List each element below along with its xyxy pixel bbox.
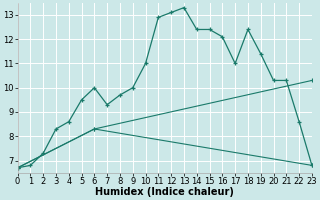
X-axis label: Humidex (Indice chaleur): Humidex (Indice chaleur) (95, 187, 234, 197)
